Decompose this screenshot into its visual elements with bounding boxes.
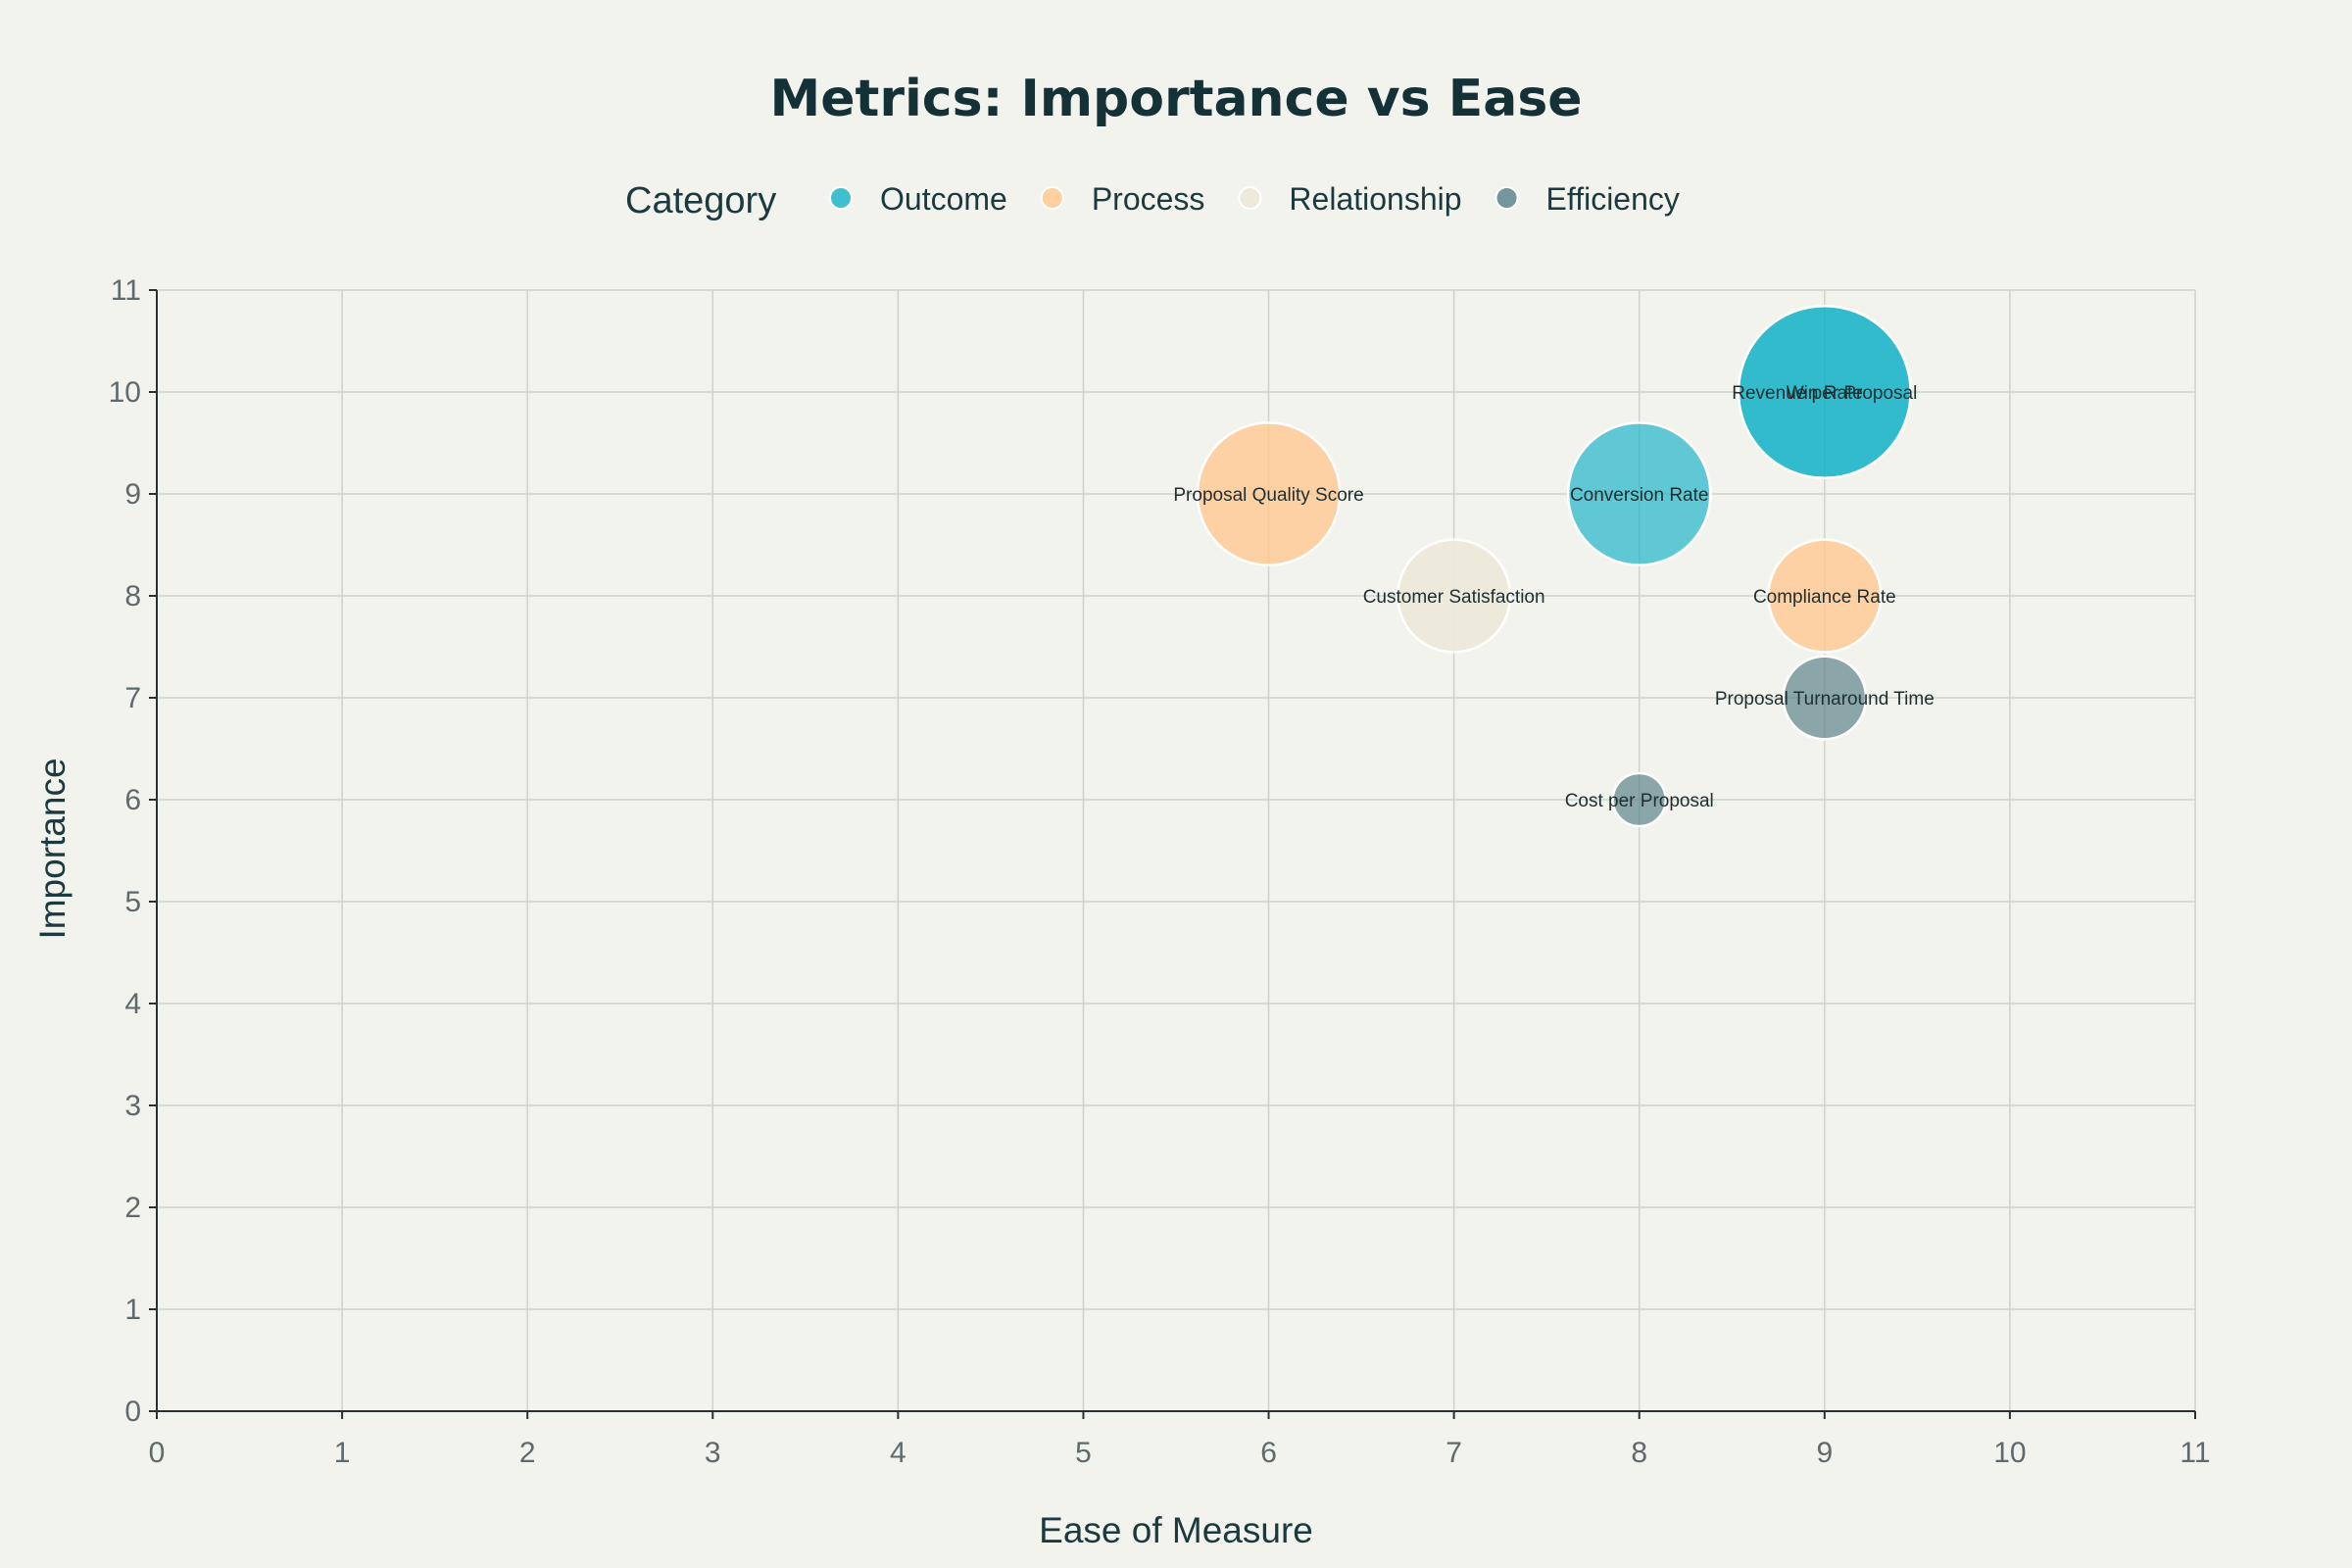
legend-label: Outcome bbox=[880, 181, 1007, 217]
tick-labels: 0 1 2 3 4 5 6 7 8 9 10 11 0 1 2 3 4 5 6 7 8 9 10 11 bbox=[109, 274, 2211, 1469]
point-label: Cost per Proposal bbox=[1565, 791, 1714, 811]
y-tick-label: 3 bbox=[124, 1090, 141, 1122]
y-tick-label: 7 bbox=[124, 682, 141, 714]
bubbles bbox=[1196, 304, 1912, 828]
legend-item-process[interactable]: Process bbox=[1040, 181, 1205, 217]
legend-label: Efficiency bbox=[1546, 181, 1680, 217]
x-tick-label: 11 bbox=[2180, 1437, 2210, 1469]
legend-marker bbox=[1040, 186, 1064, 210]
x-tick-label: 2 bbox=[519, 1437, 536, 1469]
x-tick-label: 3 bbox=[705, 1437, 721, 1469]
x-axis-title: Ease of Measure bbox=[1039, 1510, 1313, 1550]
bubble-conversion-rate[interactable] bbox=[1566, 421, 1712, 566]
point-label: Conversion Rate bbox=[1570, 485, 1709, 506]
point-label: Revenue per Proposal bbox=[1732, 383, 1917, 404]
y-tick-label: 4 bbox=[124, 988, 141, 1020]
legend-marker bbox=[829, 186, 853, 210]
y-tick-label: 1 bbox=[124, 1294, 141, 1326]
y-tick-label: 5 bbox=[124, 886, 141, 918]
bubble-revenue-per-proposal[interactable] bbox=[1737, 304, 1912, 480]
bubble-customer-satisfaction[interactable] bbox=[1396, 538, 1512, 654]
x-tick-label: 0 bbox=[149, 1437, 166, 1469]
x-tick-label: 4 bbox=[890, 1437, 906, 1469]
x-tick-label: 1 bbox=[334, 1437, 351, 1469]
legend-item-outcome[interactable]: Outcome bbox=[829, 181, 1007, 217]
point-label: Win Rate bbox=[1787, 383, 1863, 404]
grid bbox=[157, 289, 2196, 1411]
y-tick-label: 10 bbox=[109, 376, 141, 409]
legend-marker bbox=[1238, 186, 1262, 210]
legend-item-efficiency[interactable]: Efficiency bbox=[1494, 181, 1680, 217]
x-tick-label: 10 bbox=[1993, 1437, 2026, 1469]
y-tick-label: 11 bbox=[111, 274, 141, 307]
point-label: Customer Satisfaction bbox=[1363, 587, 1545, 608]
x-tick-label: 6 bbox=[1260, 1437, 1277, 1469]
legend-marker bbox=[1494, 186, 1519, 210]
y-axis-title: Importance bbox=[32, 758, 73, 939]
bubble-proposal-turnaround-time[interactable] bbox=[1782, 655, 1868, 741]
x-tick-label: 9 bbox=[1816, 1437, 1833, 1469]
axes bbox=[149, 289, 2196, 1419]
x-tick-label: 8 bbox=[1631, 1437, 1647, 1469]
point-label: Proposal Quality Score bbox=[1173, 485, 1363, 506]
bubble-compliance-rate[interactable] bbox=[1767, 538, 1883, 654]
chart-title: Metrics: Importance vs Ease bbox=[769, 70, 1582, 128]
x-tick-label: 5 bbox=[1075, 1437, 1092, 1469]
bubble-proposal-quality-score[interactable] bbox=[1196, 421, 1342, 566]
y-tick-label: 8 bbox=[124, 580, 141, 612]
point-label: Compliance Rate bbox=[1753, 587, 1896, 608]
legend-title: Category bbox=[625, 180, 776, 221]
point-label: Proposal Turnaround Time bbox=[1715, 689, 1935, 710]
legend-item-relationship[interactable]: Relationship bbox=[1238, 181, 1462, 217]
x-tick-label: 7 bbox=[1446, 1437, 1462, 1469]
legend-label: Relationship bbox=[1289, 181, 1461, 217]
legend: Category Outcome Process Relationship Effic… bbox=[625, 180, 1680, 221]
y-tick-label: 0 bbox=[124, 1396, 141, 1428]
y-tick-label: 9 bbox=[124, 478, 141, 511]
y-tick-label: 6 bbox=[124, 784, 141, 816]
legend-label: Process bbox=[1092, 181, 1205, 217]
y-tick-label: 2 bbox=[124, 1192, 141, 1224]
bubble-cost-per-proposal[interactable] bbox=[1611, 771, 1667, 828]
